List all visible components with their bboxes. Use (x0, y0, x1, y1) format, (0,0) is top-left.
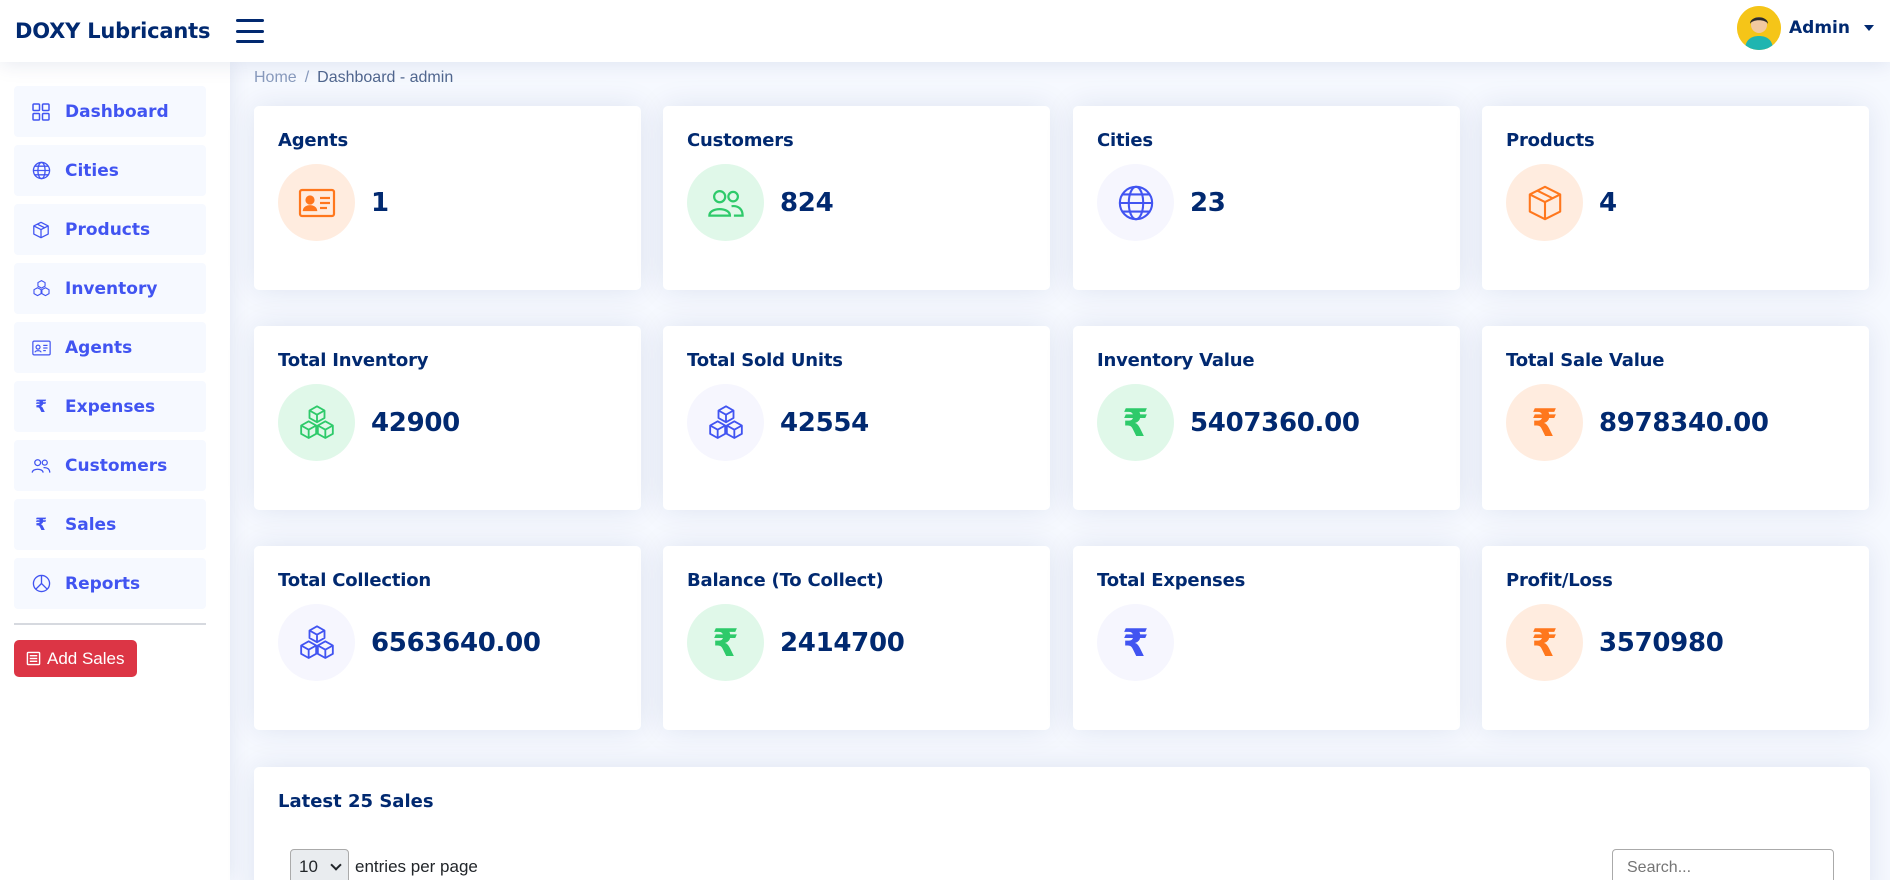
sidebar-item-label: Customers (65, 455, 168, 476)
stat-card-customers: Customers 824 (663, 106, 1050, 290)
profile-name: Admin (1789, 18, 1850, 38)
card-title: Customers (687, 130, 794, 151)
sidebar-item-label: Dashboard (65, 101, 169, 122)
sidebar-item-reports[interactable]: Reports (14, 558, 206, 609)
card-title: Balance (To Collect) (687, 570, 884, 591)
card-value: 824 (780, 187, 834, 218)
rupee-icon: ₹ (1097, 604, 1174, 681)
stat-card-total-expenses: Total Expenses ₹ (1073, 546, 1460, 730)
box-icon (1506, 164, 1583, 241)
rupee-icon: ₹ (35, 396, 47, 417)
sidebar-item-agents[interactable]: Agents (14, 322, 206, 373)
chevron-down-icon (1864, 25, 1874, 31)
search-input[interactable] (1612, 849, 1834, 880)
top-header: DOXY Lubricants Admin (0, 0, 1890, 62)
stat-card-balance: Balance (To Collect) ₹ 2414700 (663, 546, 1050, 730)
stat-card-profit-loss: Profit/Loss ₹ 3570980 (1482, 546, 1869, 730)
stat-card-total-sold-units: Total Sold Units 42554 (663, 326, 1050, 510)
grid-icon (31, 102, 51, 122)
avatar (1737, 6, 1782, 50)
stat-card-cities: Cities 23 (1073, 106, 1460, 290)
sidebar-item-label: Expenses (65, 396, 156, 417)
id-card-icon (31, 338, 51, 358)
card-value: 42554 (780, 407, 869, 438)
breadcrumb: Home / Dashboard - admin (254, 69, 453, 87)
card-title: Total Collection (278, 570, 431, 591)
rupee-icon: ₹ (687, 604, 764, 681)
add-sales-label: Add Sales (47, 648, 125, 668)
boxes-icon (687, 384, 764, 461)
latest-sales-card: Latest 25 Sales 10 entries per page (254, 767, 1870, 880)
sidebar: Dashboard Cities Products Inventory (0, 62, 230, 880)
chevron-down-icon (330, 859, 342, 871)
stat-card-total-collection: Total Collection 6563640.00 (254, 546, 641, 730)
card-title: Inventory Value (1097, 350, 1255, 371)
receipt-icon (26, 651, 41, 666)
card-value: 6563640.00 (371, 627, 541, 658)
card-value: 23 (1190, 187, 1226, 218)
boxes-icon (31, 279, 51, 299)
sidebar-item-cities[interactable]: Cities (14, 145, 206, 196)
stat-card-products: Products 4 (1482, 106, 1869, 290)
people-icon (687, 164, 764, 241)
entries-label: entries per page (355, 857, 478, 876)
id-card-icon (278, 164, 355, 241)
sidebar-item-label: Reports (65, 573, 141, 594)
breadcrumb-current: Dashboard - admin (317, 69, 454, 86)
card-value: 4 (1599, 187, 1617, 218)
card-value: 5407360.00 (1190, 407, 1360, 438)
rupee-icon: ₹ (35, 514, 47, 535)
sidebar-divider (14, 623, 206, 625)
rupee-icon: ₹ (1506, 384, 1583, 461)
stat-card-inventory-value: Inventory Value ₹ 5407360.00 (1073, 326, 1460, 510)
sidebar-item-label: Cities (65, 160, 119, 181)
card-title: Agents (278, 130, 348, 151)
app-logo[interactable]: DOXY Lubricants (15, 19, 211, 43)
sidebar-item-expenses[interactable]: ₹ Expenses (14, 381, 206, 432)
sidebar-item-label: Inventory (65, 278, 158, 299)
card-title: Profit/Loss (1506, 570, 1613, 591)
card-title: Total Sale Value (1506, 350, 1665, 371)
page-size-select[interactable]: 10 (290, 849, 349, 880)
pie-chart-icon (31, 574, 51, 594)
globe-icon (1097, 164, 1174, 241)
stat-card-total-sale-value: Total Sale Value ₹ 8978340.00 (1482, 326, 1869, 510)
sidebar-item-label: Products (65, 219, 151, 240)
people-icon (31, 456, 51, 476)
page-size-value: 10 (299, 857, 318, 876)
card-value: 3570980 (1599, 627, 1724, 658)
breadcrumb-separator: / (304, 69, 310, 86)
menu-toggle-icon[interactable] (236, 19, 265, 43)
breadcrumb-home-link[interactable]: Home (254, 69, 297, 86)
card-title: Total Inventory (278, 350, 429, 371)
card-value: 8978340.00 (1599, 407, 1769, 438)
stat-card-total-inventory: Total Inventory 42900 (254, 326, 641, 510)
latest-sales-title: Latest 25 Sales (278, 791, 434, 812)
sidebar-item-inventory[interactable]: Inventory (14, 263, 206, 314)
boxes-icon (278, 604, 355, 681)
add-sales-button[interactable]: Add Sales (14, 640, 137, 677)
boxes-icon (278, 384, 355, 461)
entries-control: 10 entries per page (290, 849, 478, 880)
rupee-icon: ₹ (1506, 604, 1583, 681)
card-title: Cities (1097, 130, 1153, 151)
rupee-icon: ₹ (1097, 384, 1174, 461)
stat-card-agents: Agents 1 (254, 106, 641, 290)
card-title: Total Expenses (1097, 570, 1246, 591)
sidebar-item-products[interactable]: Products (14, 204, 206, 255)
box-icon (31, 220, 51, 240)
sidebar-item-label: Sales (65, 514, 117, 535)
sidebar-item-dashboard[interactable]: Dashboard (14, 86, 206, 137)
globe-icon (31, 161, 51, 181)
card-value: 1 (371, 187, 389, 218)
card-title: Products (1506, 130, 1595, 151)
sidebar-item-customers[interactable]: Customers (14, 440, 206, 491)
sidebar-item-label: Agents (65, 337, 133, 358)
card-value: 42900 (371, 407, 460, 438)
sidebar-item-sales[interactable]: ₹ Sales (14, 499, 206, 550)
card-title: Total Sold Units (687, 350, 843, 371)
profile-menu[interactable]: Admin (1737, 6, 1874, 50)
card-value: 2414700 (780, 627, 905, 658)
